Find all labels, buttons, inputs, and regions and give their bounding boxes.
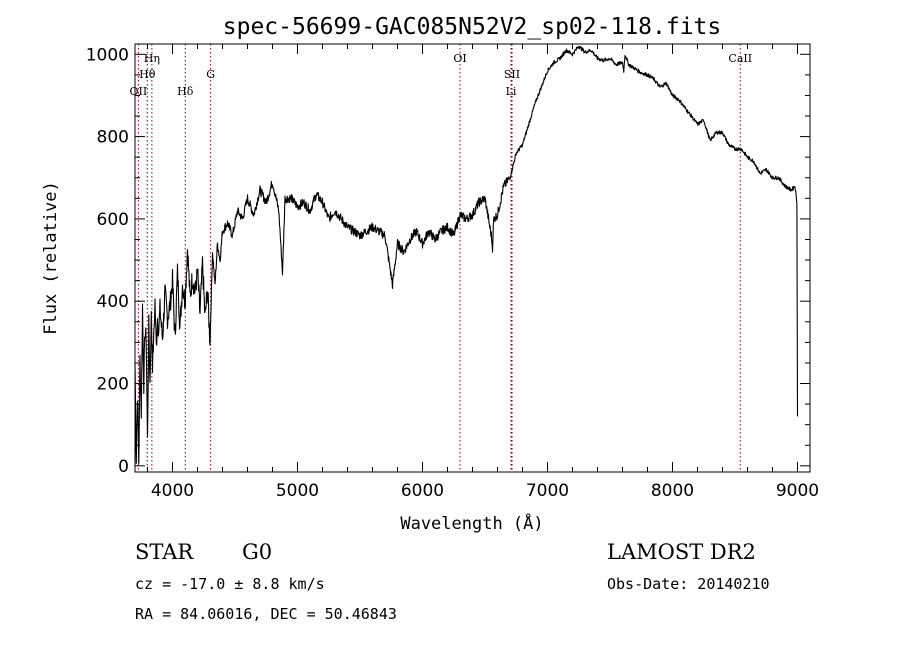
y-tick-label-600: 600 <box>97 210 129 230</box>
spectral-line-markers: OII Hη Hθ Hδ G OI SII Li CaII <box>130 44 752 472</box>
object-class: STAR <box>135 540 194 564</box>
x-axis: 4000 5000 6000 7000 8000 9000 <box>147 44 819 501</box>
x-tick-label-9000: 9000 <box>776 481 819 501</box>
marker-label-h-eta: Hη <box>144 52 160 65</box>
marker-label-li: Li <box>506 85 517 98</box>
plot-frame <box>134 43 811 473</box>
marker-label-h-delta: Hδ <box>177 85 194 98</box>
spectrum-line <box>134 45 799 465</box>
x-tick-label-7000: 7000 <box>526 481 569 501</box>
marker-label-h-theta: Hθ <box>139 68 156 81</box>
marker-label-oi: OI <box>453 52 466 65</box>
marker-label-caii: CaII <box>728 52 752 65</box>
spectrum-chart: spec-56699-GAC085N52V2_sp02-118.fits OII… <box>41 14 819 534</box>
y-tick-label-800: 800 <box>97 128 129 148</box>
coordinates-text: RA = 84.06016, DEC = 50.46843 <box>135 605 397 623</box>
object-subclass: G0 <box>242 540 273 564</box>
y-tick-label-400: 400 <box>97 292 129 312</box>
y-tick-label-0: 0 <box>118 457 129 477</box>
chart-title: spec-56699-GAC085N52V2_sp02-118.fits <box>223 14 722 40</box>
marker-label-sii: SII <box>504 68 520 81</box>
marker-label-g-band: G <box>206 68 215 81</box>
redshift-text: cz = -17.0 ± 8.8 km/s <box>135 575 325 593</box>
marker-label-oii: OII <box>130 85 148 98</box>
y-tick-label-200: 200 <box>97 375 129 395</box>
x-axis-label: Wavelength (Å) <box>400 512 543 534</box>
y-tick-label-1000: 1000 <box>86 45 129 65</box>
x-tick-label-6000: 6000 <box>401 481 444 501</box>
survey-name: LAMOST DR2 <box>607 540 756 564</box>
x-tick-label-4000: 4000 <box>151 481 194 501</box>
y-axis-label: Flux (relative) <box>41 181 61 335</box>
y-axis: 0 200 400 600 800 1000 <box>86 45 810 477</box>
obs-date-text: Obs-Date: 20140210 <box>607 575 770 593</box>
x-tick-label-8000: 8000 <box>651 481 694 501</box>
x-tick-label-5000: 5000 <box>276 481 319 501</box>
